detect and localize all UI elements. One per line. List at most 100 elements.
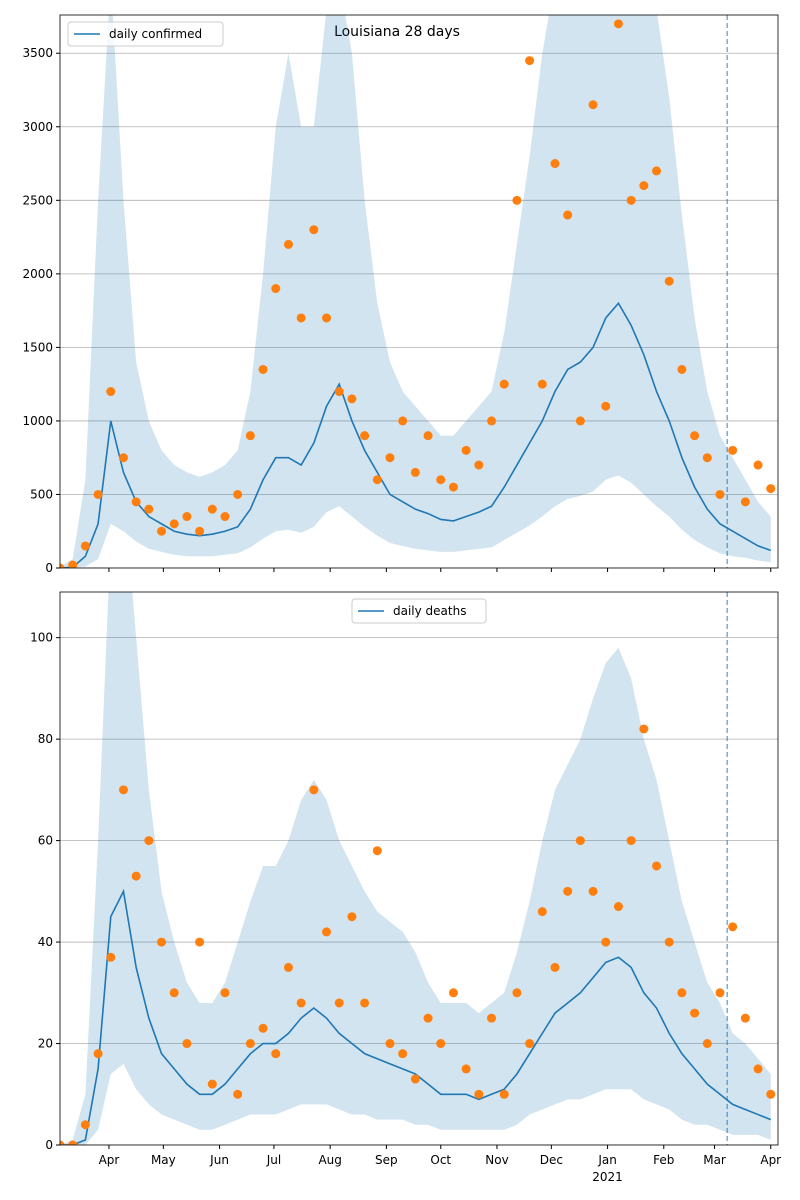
plot-area <box>60 15 778 568</box>
observed-point <box>575 836 585 846</box>
observed-point <box>652 166 662 176</box>
observed-point <box>613 902 623 912</box>
x-year-label: 2021 <box>592 1170 623 1184</box>
observed-point <box>372 846 382 856</box>
y-tick-label: 0 <box>45 1138 53 1152</box>
observed-point <box>525 56 535 66</box>
observed-point <box>715 988 725 998</box>
observed-point <box>233 489 243 499</box>
observed-point <box>131 497 141 507</box>
observed-point <box>207 504 217 514</box>
x-tick-label: Jul <box>266 1153 281 1167</box>
observed-point <box>766 1089 776 1099</box>
observed-point <box>499 379 509 389</box>
x-tick-label: Apr <box>99 1153 120 1167</box>
observed-point <box>182 1039 192 1049</box>
y-tick-label: 2500 <box>22 193 53 207</box>
observed-point <box>60 563 65 568</box>
observed-point <box>144 836 154 846</box>
band <box>60 15 771 568</box>
observed-point <box>372 475 382 485</box>
observed-point <box>271 1049 281 1059</box>
observed-point <box>512 988 522 998</box>
observed-point <box>715 489 725 499</box>
observed-point <box>309 785 319 795</box>
observed-point <box>322 313 332 323</box>
observed-point <box>169 519 179 529</box>
observed-point <box>436 1039 446 1049</box>
observed-point <box>106 952 116 962</box>
x-tick-label: May <box>151 1153 176 1167</box>
y-tick-label: 100 <box>30 631 53 645</box>
y-tick-label: 0 <box>45 561 53 575</box>
observed-point <box>398 1049 408 1059</box>
x-tick-label: Jun <box>209 1153 229 1167</box>
observed-point <box>347 912 357 922</box>
x-tick-label: Apr <box>760 1153 781 1167</box>
observed-point <box>677 988 687 998</box>
observed-point <box>347 394 357 404</box>
observed-point <box>753 1064 763 1074</box>
x-tick-label: Oct <box>430 1153 451 1167</box>
observed-point <box>461 1064 471 1074</box>
y-tick-label: 1000 <box>22 414 53 428</box>
observed-point <box>360 431 370 441</box>
axes-frame <box>59 14 779 569</box>
observed-point <box>448 482 458 492</box>
x-tick-label: Feb <box>653 1153 674 1167</box>
observed-point <box>588 100 598 110</box>
observed-point <box>118 453 128 463</box>
observed-point <box>512 195 522 205</box>
observed-point <box>474 1089 484 1099</box>
observed-point <box>93 489 103 499</box>
observed-point <box>563 210 573 220</box>
observed-point <box>423 1013 433 1023</box>
observed-point <box>550 962 560 972</box>
observed-point <box>334 387 344 397</box>
observed-point <box>245 1039 255 1049</box>
observed-point <box>398 416 408 426</box>
observed-point <box>601 401 611 411</box>
observed-point <box>563 886 573 896</box>
observed-point <box>195 937 205 947</box>
line <box>60 888 772 1145</box>
observed-point <box>690 1008 700 1018</box>
observed-point <box>195 526 205 536</box>
observed-point <box>157 937 167 947</box>
y-tick-label: 40 <box>38 935 53 949</box>
observed-point <box>436 475 446 485</box>
y-tick-label: 3000 <box>22 120 53 134</box>
observed-point <box>360 998 370 1008</box>
observed-point <box>448 988 458 998</box>
legend-box <box>351 598 487 624</box>
observed-point <box>118 785 128 795</box>
legend-label: daily confirmed <box>109 27 202 41</box>
observed-point <box>283 962 293 972</box>
observed-point <box>296 313 306 323</box>
observed-point <box>766 484 776 494</box>
x-tick-label: Jan <box>597 1153 617 1167</box>
observed-point <box>245 431 255 441</box>
observed-point <box>322 927 332 937</box>
chart-title: Louisiana 28 days <box>334 24 460 40</box>
observed-point <box>740 1013 750 1023</box>
observed-point <box>68 1140 78 1145</box>
y-tick-label: 60 <box>38 834 53 848</box>
observed-point <box>550 159 560 169</box>
observed-point <box>639 181 649 191</box>
band <box>60 592 771 1145</box>
observed-point <box>410 1074 420 1084</box>
observed-point <box>144 504 154 514</box>
y-tick-label: 1500 <box>22 340 53 354</box>
observed-point <box>131 871 141 881</box>
y-tick-label: 500 <box>30 487 53 501</box>
observed-point <box>220 512 230 522</box>
observed-point <box>626 836 636 846</box>
x-tick-label: Nov <box>485 1153 508 1167</box>
observed-point <box>385 453 395 463</box>
observed-point <box>169 988 179 998</box>
observed-point <box>296 998 306 1008</box>
observed-point <box>664 937 674 947</box>
observed-point <box>220 988 230 998</box>
